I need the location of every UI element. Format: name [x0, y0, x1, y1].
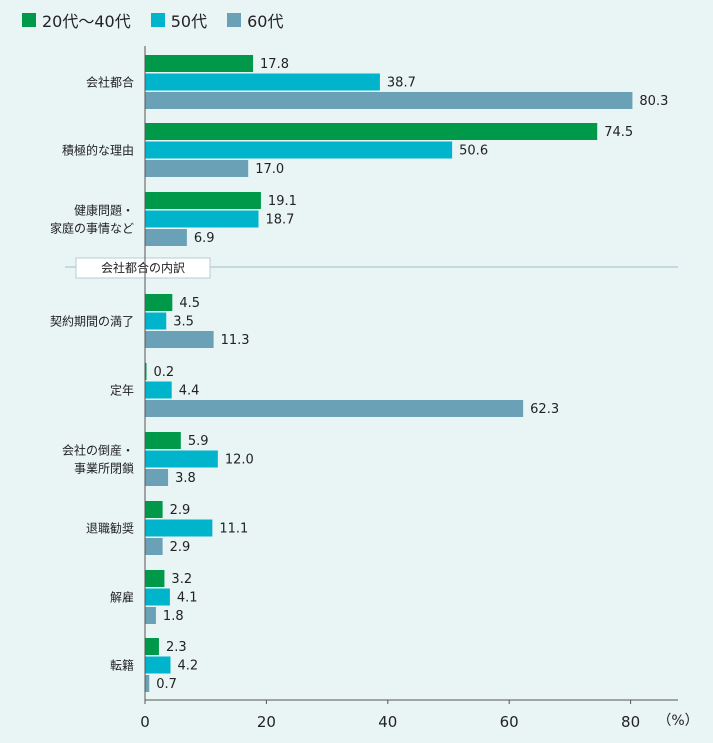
category-label: 契約期間の満了 — [50, 314, 134, 329]
bar-value-label: 3.5 — [173, 315, 194, 330]
bar-value-label: 62.3 — [530, 402, 559, 417]
bar-value-label: 4.2 — [177, 659, 198, 674]
x-tick-label: 0 — [140, 713, 150, 731]
category-label: 積極的な理由 — [62, 143, 134, 158]
bar — [145, 450, 218, 468]
legend-item-50s: 50代 — [150, 8, 208, 32]
x-unit-label: （%） — [657, 713, 698, 729]
bar-value-label: 18.7 — [266, 213, 295, 228]
bar — [145, 294, 173, 311]
category-label: 解雇 — [110, 590, 134, 605]
x-tick-label: 80 — [621, 713, 640, 731]
bar — [145, 363, 147, 380]
bar-value-label: 4.5 — [179, 296, 200, 311]
bar — [145, 538, 163, 555]
x-tick-label: 20 — [257, 713, 276, 731]
bar-value-label: 38.7 — [387, 76, 416, 91]
bar — [145, 469, 169, 486]
bar — [145, 55, 254, 72]
legend-label: 60代 — [247, 12, 284, 31]
bar — [145, 501, 163, 518]
bar — [145, 312, 167, 330]
bar-value-label: 0.2 — [154, 365, 175, 380]
bar — [145, 570, 165, 587]
category-label: 会社の倒産・ — [62, 443, 134, 458]
x-tick-label: 40 — [378, 713, 397, 731]
bar-value-label: 50.6 — [459, 144, 488, 159]
category-label: 健康問題・ — [74, 203, 134, 218]
category-label: 会社都合 — [86, 75, 134, 90]
bar — [145, 638, 159, 655]
bar-value-label: 17.8 — [260, 57, 289, 72]
bar — [145, 432, 181, 449]
bar — [145, 141, 453, 159]
legend-label: 20代〜40代 — [42, 12, 131, 31]
legend-label: 50代 — [170, 12, 208, 31]
bar-value-label: 5.9 — [188, 434, 209, 449]
bar — [145, 192, 261, 209]
bar-value-label: 74.5 — [604, 125, 633, 140]
section-label: 会社都合の内訳 — [101, 260, 185, 275]
bar-value-label: 80.3 — [639, 94, 668, 109]
bar — [145, 400, 524, 417]
bar — [145, 331, 214, 348]
bar-value-label: 2.9 — [170, 503, 191, 518]
legend: 20代〜40代 50代 60代 — [22, 9, 283, 31]
bar-value-label: 11.3 — [221, 333, 250, 348]
bar-value-label: 3.8 — [175, 471, 196, 486]
category-label: 事業所閉鎖 — [74, 461, 134, 476]
bar — [145, 160, 249, 177]
bar — [145, 519, 213, 537]
bar-value-label: 19.1 — [268, 194, 297, 209]
bar — [145, 210, 259, 228]
section-label-box — [75, 257, 211, 279]
bar — [145, 607, 156, 624]
legend-swatch — [150, 13, 165, 27]
bar-value-label: 3.2 — [171, 572, 192, 587]
bar-value-label: 12.0 — [225, 453, 254, 468]
legend-item-60s: 60代 — [227, 8, 283, 32]
bar-value-label: 2.3 — [166, 640, 187, 655]
bar — [145, 381, 172, 399]
bar-value-label: 4.1 — [177, 591, 198, 606]
bar-value-label: 6.9 — [194, 231, 215, 246]
bar-value-label: 0.7 — [156, 677, 177, 692]
category-label: 転籍 — [110, 658, 134, 673]
bar — [145, 229, 187, 246]
category-label: 家庭の事情など — [50, 221, 134, 236]
legend-swatch — [22, 13, 36, 27]
bar-value-label: 2.9 — [170, 540, 191, 555]
bar-value-label: 1.8 — [163, 609, 184, 624]
bar — [145, 123, 598, 140]
bar — [145, 656, 171, 674]
bar-value-label: 11.1 — [219, 522, 248, 537]
bar — [145, 92, 633, 109]
bar-value-label: 4.4 — [179, 384, 200, 399]
bar — [145, 675, 150, 692]
bar — [145, 588, 170, 606]
legend-item-20s-40s: 20代〜40代 — [22, 8, 131, 32]
x-tick-label: 60 — [500, 713, 519, 731]
category-label: 退職勧奨 — [86, 522, 134, 536]
bar — [145, 73, 380, 91]
bar-value-label: 17.0 — [255, 162, 284, 177]
legend-swatch — [227, 13, 242, 27]
category-label: 定年 — [110, 383, 134, 398]
